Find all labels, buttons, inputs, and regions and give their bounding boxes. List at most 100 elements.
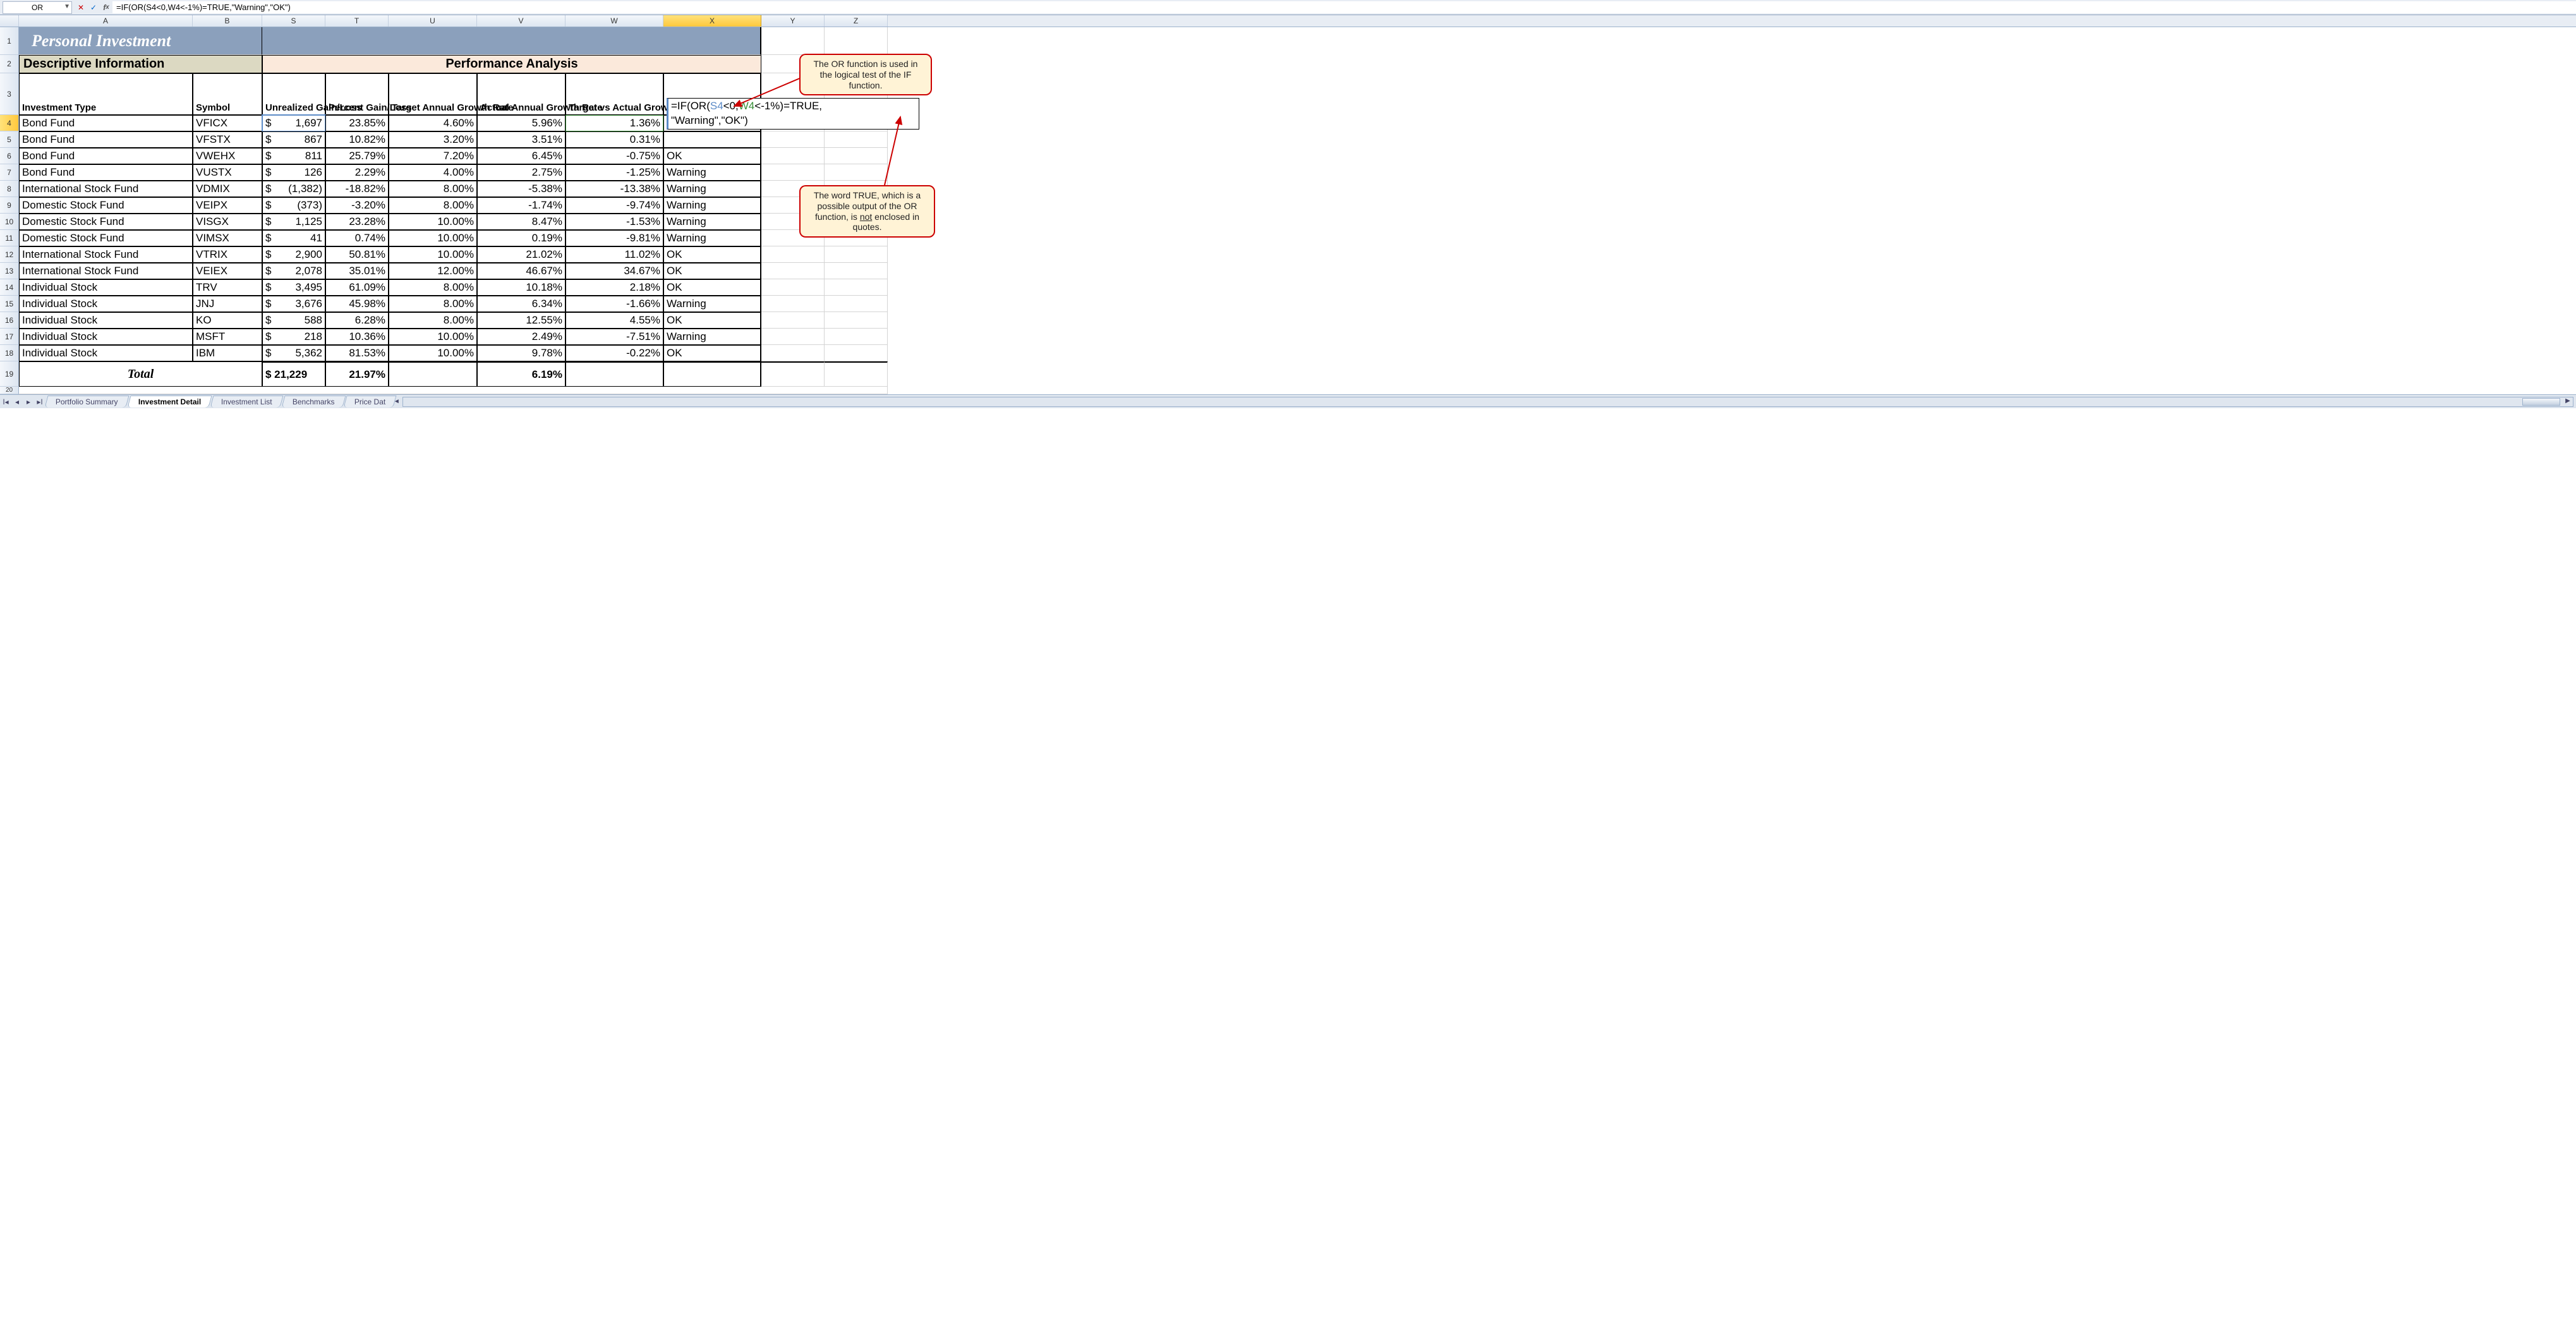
cell-gainloss[interactable]: $126 <box>262 164 325 181</box>
scroll-right-icon[interactable]: ▶ <box>2563 397 2573 406</box>
cell-performance[interactable] <box>663 131 761 148</box>
sheet-tab[interactable]: Benchmarks <box>281 396 346 408</box>
cell-target[interactable]: 8.00% <box>389 279 477 296</box>
cell-percent[interactable]: -3.20% <box>325 197 389 214</box>
column-header[interactable] <box>0 15 19 27</box>
column-header[interactable]: T <box>325 15 389 27</box>
cell-target[interactable]: 12.00% <box>389 263 477 279</box>
column-header[interactable]: X <box>663 15 761 27</box>
cell-target[interactable]: 10.00% <box>389 246 477 263</box>
cell-actual[interactable]: 2.75% <box>477 164 565 181</box>
cell-gainloss[interactable]: $(1,382) <box>262 181 325 197</box>
column-header[interactable]: U <box>389 15 477 27</box>
cell-percent[interactable]: 10.36% <box>325 329 389 345</box>
cell-type[interactable]: International Stock Fund <box>19 246 193 263</box>
cell-type[interactable]: International Stock Fund <box>19 181 193 197</box>
tab-nav-next-icon[interactable]: ▸ <box>23 397 34 406</box>
cell-tva[interactable]: -1.66% <box>565 296 663 312</box>
cell-tva[interactable]: 2.18% <box>565 279 663 296</box>
cell-target[interactable]: 7.20% <box>389 148 477 164</box>
cell-symbol[interactable]: KO <box>193 312 262 329</box>
row-header[interactable]: 10 <box>0 214 19 230</box>
cell-percent[interactable]: 10.82% <box>325 131 389 148</box>
sheet-tab[interactable]: Investment List <box>210 396 284 408</box>
row-header[interactable]: 3 <box>0 73 19 115</box>
tab-nav-first-icon[interactable]: I◂ <box>0 397 11 406</box>
column-header[interactable]: A <box>19 15 193 27</box>
cell-target[interactable]: 10.00% <box>389 345 477 361</box>
cell-percent[interactable]: 35.01% <box>325 263 389 279</box>
cell-gainloss[interactable]: $5,362 <box>262 345 325 361</box>
cell-symbol[interactable]: VEIPX <box>193 197 262 214</box>
cell-performance[interactable]: Warning <box>663 181 761 197</box>
cell-performance[interactable]: Warning <box>663 296 761 312</box>
cell-symbol[interactable]: MSFT <box>193 329 262 345</box>
dropdown-icon[interactable]: ▼ <box>64 3 70 10</box>
cell-target[interactable]: 8.00% <box>389 197 477 214</box>
cell-actual[interactable]: 3.51% <box>477 131 565 148</box>
cell-tva[interactable]: 11.02% <box>565 246 663 263</box>
row-header[interactable]: 20 <box>0 387 19 394</box>
cell-percent[interactable]: 23.85% <box>325 115 389 131</box>
cell-tva[interactable]: -9.74% <box>565 197 663 214</box>
cell-type[interactable]: Bond Fund <box>19 131 193 148</box>
cell-percent[interactable]: 25.79% <box>325 148 389 164</box>
cell-percent[interactable]: 61.09% <box>325 279 389 296</box>
cell-symbol[interactable]: VWEHX <box>193 148 262 164</box>
row-header[interactable]: 16 <box>0 312 19 329</box>
cell-performance[interactable]: OK <box>663 279 761 296</box>
cell-gainloss[interactable]: $1,697 <box>262 115 325 131</box>
row-header[interactable]: 19 <box>0 361 19 387</box>
cell-target[interactable]: 10.00% <box>389 230 477 246</box>
row-header[interactable]: 11 <box>0 230 19 246</box>
cell-symbol[interactable]: VFICX <box>193 115 262 131</box>
cell-target[interactable]: 8.00% <box>389 181 477 197</box>
cell-actual[interactable]: 2.49% <box>477 329 565 345</box>
cell-tva[interactable]: -13.38% <box>565 181 663 197</box>
cell-performance[interactable]: OK <box>663 345 761 361</box>
cell-target[interactable]: 3.20% <box>389 131 477 148</box>
cell-performance[interactable]: Warning <box>663 164 761 181</box>
fx-icon[interactable]: fx <box>100 2 112 13</box>
cell-tva[interactable]: -0.75% <box>565 148 663 164</box>
cell-tva[interactable]: 34.67% <box>565 263 663 279</box>
cancel-icon[interactable]: ✕ <box>75 2 87 13</box>
row-header[interactable]: 2 <box>0 55 19 73</box>
cell-gainloss[interactable]: $3,676 <box>262 296 325 312</box>
cell-symbol[interactable]: VFSTX <box>193 131 262 148</box>
sheet-tab[interactable]: Investment Detail <box>127 396 212 408</box>
row-header[interactable]: 6 <box>0 148 19 164</box>
tab-nav-last-icon[interactable]: ▸I <box>34 397 45 406</box>
cell-actual[interactable]: 46.67% <box>477 263 565 279</box>
cell-percent[interactable]: -18.82% <box>325 181 389 197</box>
cell-performance[interactable]: Warning <box>663 230 761 246</box>
cell-symbol[interactable]: VISGX <box>193 214 262 230</box>
cell-actual[interactable]: 0.19% <box>477 230 565 246</box>
cell-actual[interactable]: -1.74% <box>477 197 565 214</box>
cell-type[interactable]: Individual Stock <box>19 329 193 345</box>
cell-target[interactable]: 10.00% <box>389 214 477 230</box>
cell-type[interactable]: Individual Stock <box>19 296 193 312</box>
cell-percent[interactable]: 81.53% <box>325 345 389 361</box>
cell-actual[interactable]: 21.02% <box>477 246 565 263</box>
cell-performance[interactable]: OK <box>663 246 761 263</box>
cell-symbol[interactable]: TRV <box>193 279 262 296</box>
cell-tva[interactable]: 4.55% <box>565 312 663 329</box>
cell-target[interactable]: 8.00% <box>389 312 477 329</box>
cell-actual[interactable]: 6.45% <box>477 148 565 164</box>
scrollbar-thumb[interactable] <box>2522 398 2560 406</box>
cell-performance[interactable]: OK <box>663 148 761 164</box>
cell-actual[interactable]: 6.34% <box>477 296 565 312</box>
cell-actual[interactable]: -5.38% <box>477 181 565 197</box>
cell-gainloss[interactable]: $1,125 <box>262 214 325 230</box>
cell-symbol[interactable]: VTRIX <box>193 246 262 263</box>
cell-gainloss[interactable]: $41 <box>262 230 325 246</box>
cell-actual[interactable]: 9.78% <box>477 345 565 361</box>
cell-gainloss[interactable]: $2,900 <box>262 246 325 263</box>
cell-gainloss[interactable]: $588 <box>262 312 325 329</box>
cell-tva[interactable]: -1.53% <box>565 214 663 230</box>
row-header[interactable]: 4 <box>0 115 19 131</box>
cell-tva[interactable]: -7.51% <box>565 329 663 345</box>
column-header[interactable]: B <box>193 15 262 27</box>
cell-actual[interactable]: 12.55% <box>477 312 565 329</box>
